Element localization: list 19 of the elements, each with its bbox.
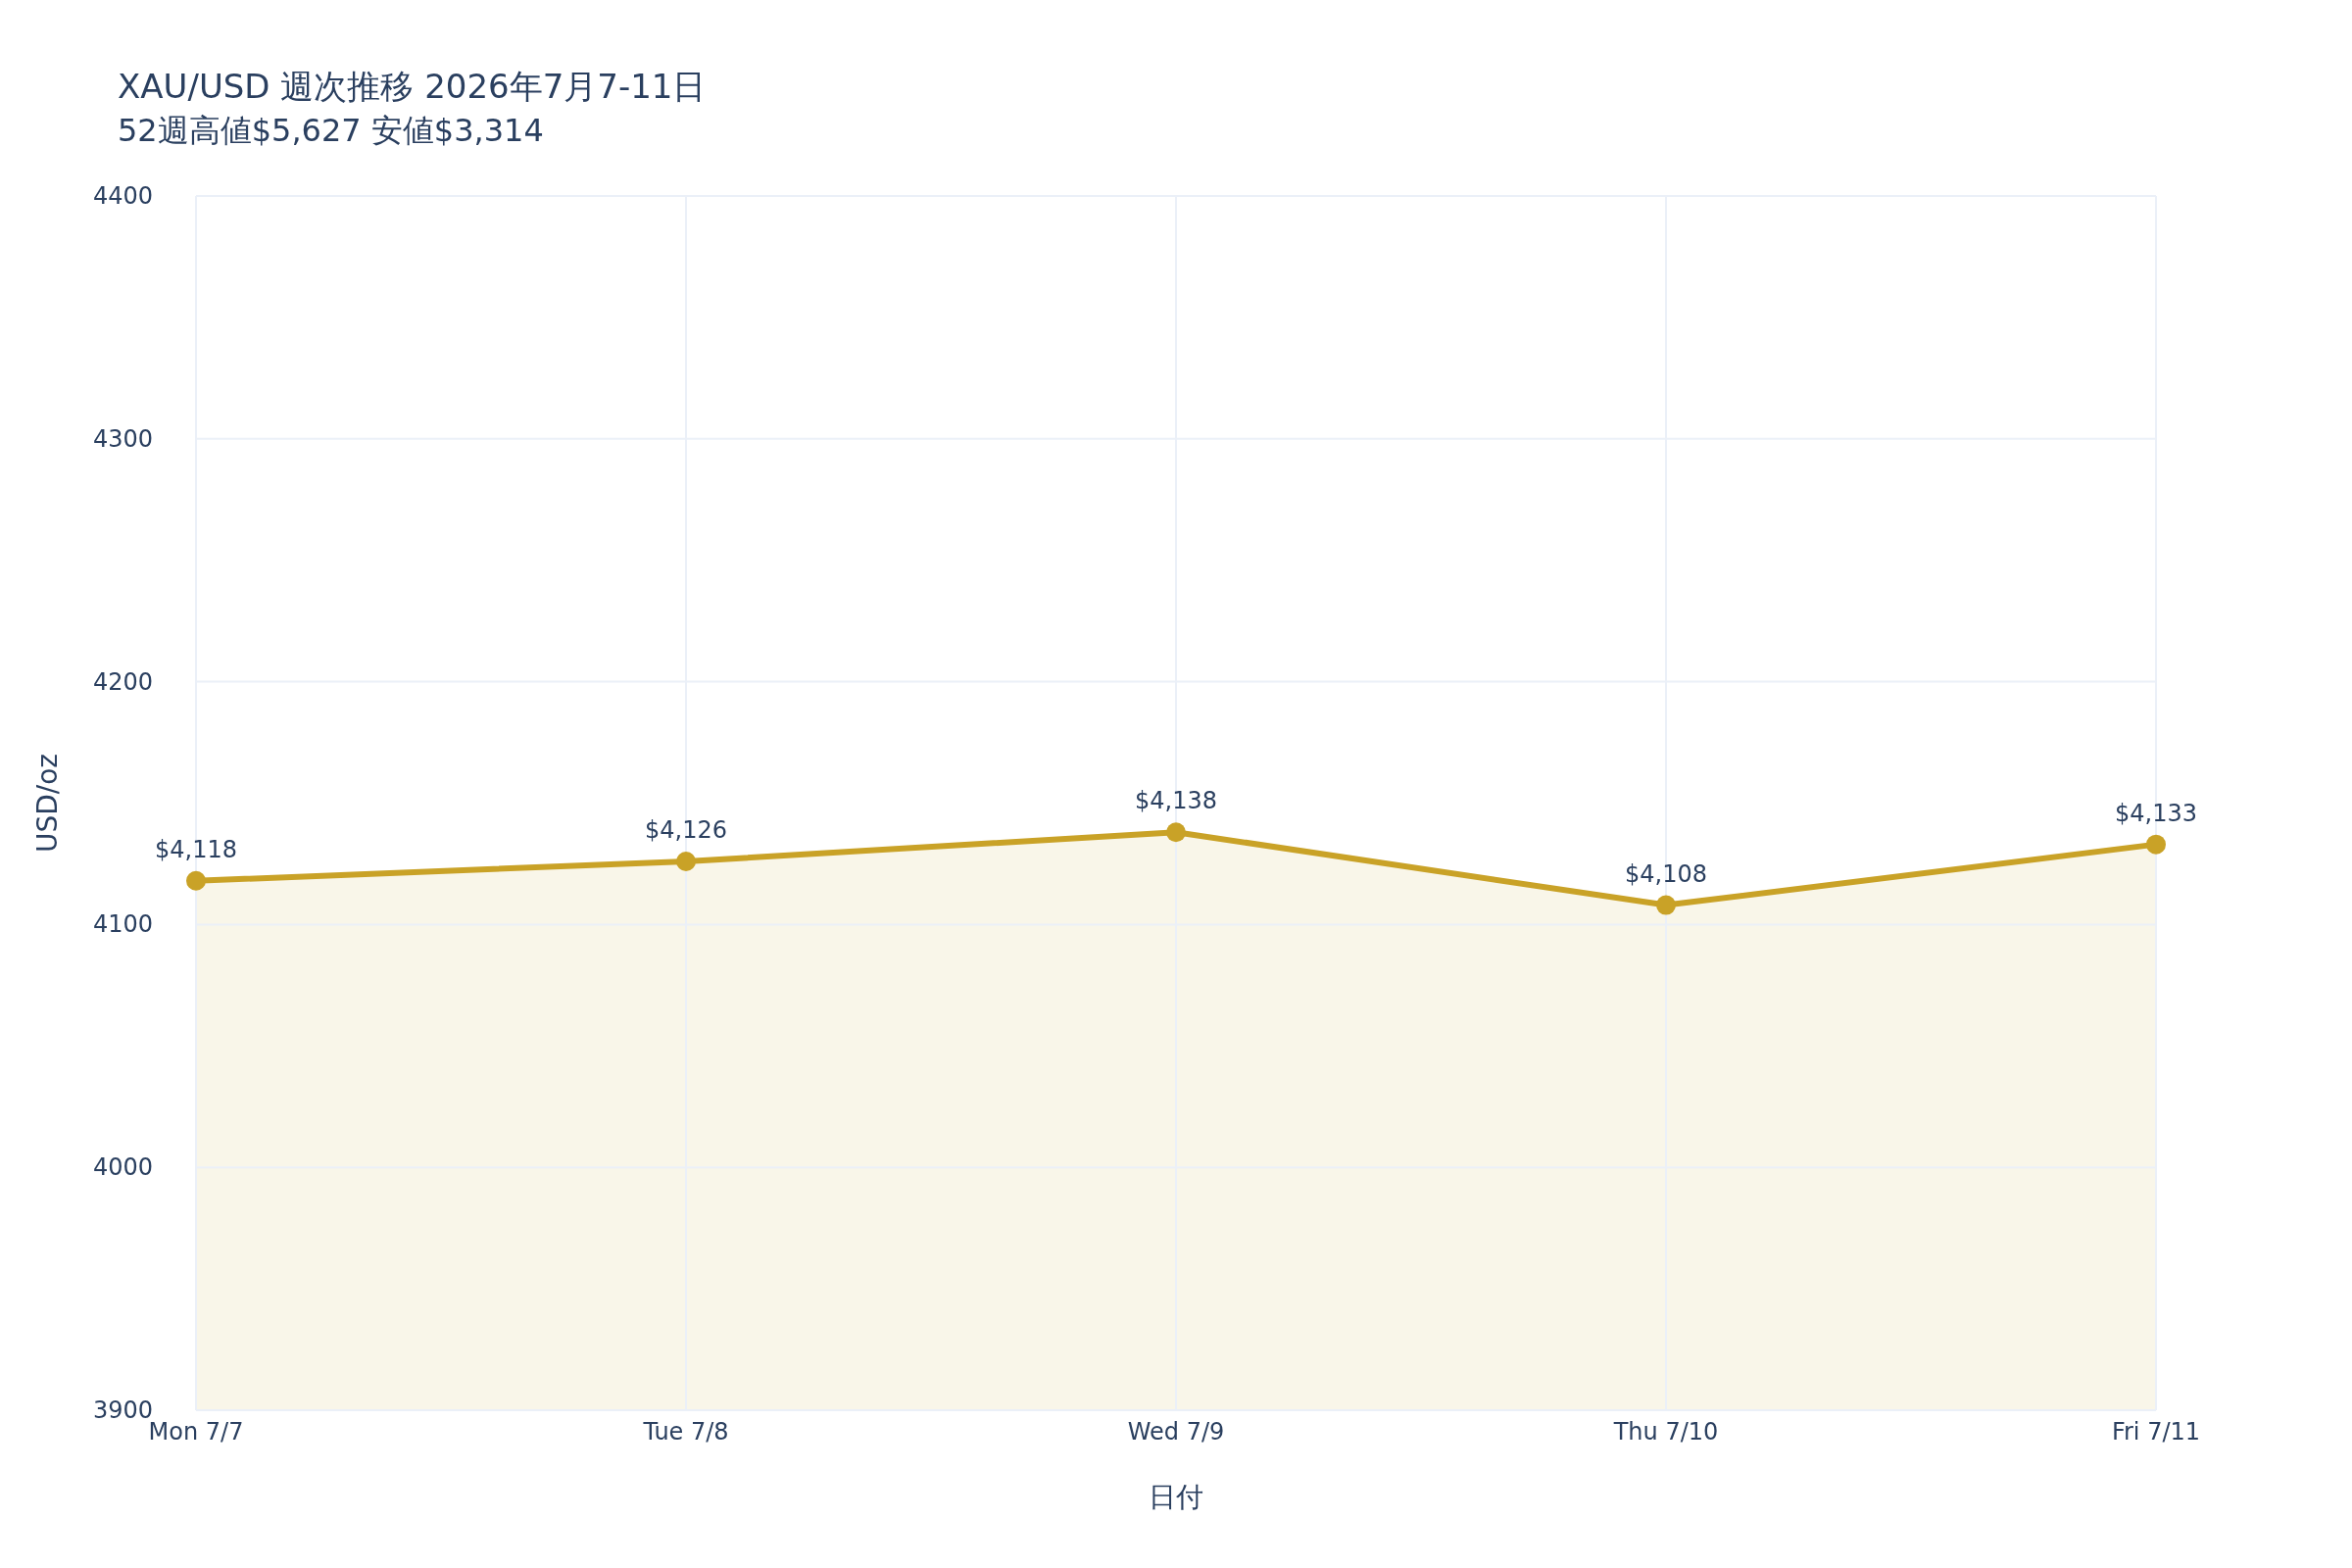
- x-tick-label: Tue 7/8: [642, 1418, 729, 1446]
- chart-subtitle: 52週高値$5,627 安値$3,314: [118, 112, 544, 149]
- data-label: $4,126: [645, 815, 727, 844]
- chart-title: XAU/USD 週次推移 2026年7月7-11日: [118, 67, 707, 106]
- data-label: $4,118: [155, 835, 237, 863]
- x-tick-label: Fri 7/11: [2111, 1418, 2201, 1446]
- x-axis-title: 日付: [1149, 1481, 1203, 1513]
- data-label: $4,133: [2115, 799, 2197, 827]
- y-axis-title: USD/oz: [31, 753, 64, 854]
- y-tick-label: 4000: [92, 1153, 153, 1182]
- y-tick-label: 4400: [92, 182, 153, 210]
- data-label: $4,138: [1135, 787, 1217, 815]
- y-tick-label: 4100: [92, 910, 153, 939]
- x-tick-label: Thu 7/10: [1612, 1418, 1719, 1446]
- data-label: $4,108: [1625, 859, 1707, 888]
- y-tick-label: 4200: [92, 667, 153, 696]
- x-tick-label: Wed 7/9: [1127, 1418, 1225, 1446]
- x-tick-label: Mon 7/7: [148, 1418, 244, 1446]
- y-tick-label: 4300: [92, 424, 153, 453]
